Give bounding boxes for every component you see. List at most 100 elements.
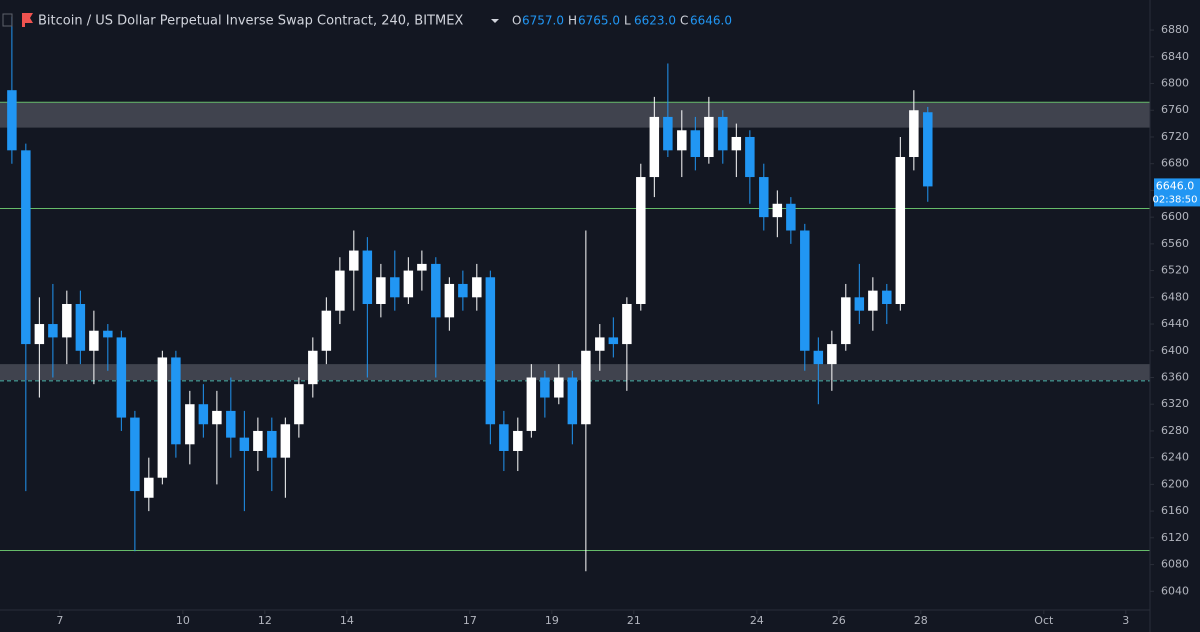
x-tick-label: 26 xyxy=(832,614,846,627)
candle-body xyxy=(390,277,400,298)
y-tick-label: 6240 xyxy=(1161,451,1189,464)
candle-body xyxy=(34,324,45,345)
candle-body xyxy=(731,136,742,151)
zone xyxy=(0,364,1150,381)
x-tick-label: 19 xyxy=(545,614,559,627)
y-tick-label: 6160 xyxy=(1161,504,1189,517)
candle-body xyxy=(554,377,564,398)
candle-body xyxy=(895,157,906,304)
candle-body xyxy=(854,297,865,311)
candle-body xyxy=(212,410,222,425)
ohlc-value: 6646.0 xyxy=(690,14,732,28)
y-tick-label: 6200 xyxy=(1161,477,1189,490)
ohlc-label: C xyxy=(680,14,688,28)
y-tick-label: 6400 xyxy=(1161,344,1189,357)
y-tick-label: 6320 xyxy=(1161,397,1189,410)
candle-body xyxy=(48,324,58,338)
candle-body xyxy=(157,357,168,478)
candle-body xyxy=(444,283,455,318)
candle-body xyxy=(718,116,728,151)
candle-body xyxy=(294,384,304,425)
candles xyxy=(7,16,933,572)
candle-body xyxy=(376,277,386,304)
time-axis: 7 10 12 14 17 19 21 24 26 28 Oct 3 xyxy=(56,610,1129,627)
candle-body xyxy=(458,283,468,298)
candle-body xyxy=(116,337,127,418)
countdown-label: 02:38:50 xyxy=(1153,194,1198,205)
last-price-label: 6646.0 xyxy=(1156,179,1195,192)
candle-body xyxy=(253,430,263,451)
y-tick-label: 6360 xyxy=(1161,370,1189,383)
y-tick-label: 6120 xyxy=(1161,531,1189,544)
x-tick-label: 10 xyxy=(176,614,190,627)
candle-body xyxy=(239,437,250,451)
candle-body xyxy=(321,310,332,351)
candle-body xyxy=(308,350,318,385)
flag-icon xyxy=(25,13,33,23)
candle-body xyxy=(567,377,578,425)
candle-body xyxy=(526,377,537,431)
candle-body xyxy=(103,330,113,338)
candle-body xyxy=(663,116,673,151)
y-tick-label: 6720 xyxy=(1161,130,1189,143)
y-tick-label: 6480 xyxy=(1161,290,1189,303)
candle-body xyxy=(540,377,550,398)
candle-body xyxy=(431,263,441,318)
dropdown-arrow[interactable] xyxy=(491,19,499,23)
candle-body xyxy=(349,250,359,271)
candle-body xyxy=(62,303,72,338)
candle-body xyxy=(403,270,414,298)
x-tick-label: Oct xyxy=(1034,614,1054,627)
ohlc-label: L xyxy=(624,14,631,28)
candle-body xyxy=(75,303,86,351)
y-tick-label: 6600 xyxy=(1161,210,1189,223)
candle-body xyxy=(786,203,796,231)
candle-body xyxy=(841,297,851,345)
candle-body xyxy=(185,404,195,445)
ohlc-value: 6757.0 xyxy=(522,14,564,28)
candle-body xyxy=(704,116,714,158)
candle-body xyxy=(813,350,824,365)
candle-body xyxy=(335,270,345,311)
candle-body xyxy=(226,410,236,438)
candle-body xyxy=(513,430,523,451)
flag-pole xyxy=(22,13,25,27)
candle-body xyxy=(909,110,919,158)
candle-body xyxy=(144,477,154,498)
candle-body xyxy=(772,203,783,218)
candle-body xyxy=(649,116,660,178)
candle-body xyxy=(499,424,509,451)
candle-body xyxy=(280,424,291,458)
y-tick-label: 6760 xyxy=(1161,103,1189,116)
y-tick-label: 6280 xyxy=(1161,424,1189,437)
candle-body xyxy=(690,130,701,158)
candle-body xyxy=(677,130,687,151)
candle-body xyxy=(485,277,496,425)
x-tick-label: 14 xyxy=(340,614,354,627)
symbol-title[interactable]: Bitcoin / US Dollar Perpetual Inverse Sw… xyxy=(38,14,463,29)
x-tick-label: 7 xyxy=(56,614,63,627)
ohlc-value: 6623.0 xyxy=(634,14,676,28)
candle-body xyxy=(581,350,591,425)
candle-body xyxy=(800,230,810,351)
y-tick-label: 6560 xyxy=(1161,237,1189,250)
ohlc-label: O xyxy=(512,14,521,28)
y-tick-label: 6440 xyxy=(1161,317,1189,330)
menu-icon[interactable] xyxy=(2,13,13,27)
y-tick-label: 6800 xyxy=(1161,77,1189,90)
last-price-box xyxy=(1154,178,1200,207)
candle-body xyxy=(417,263,427,271)
price-axis: 6040 6080 6120 6160 6200 6240 6280 6320 6360 6400… xyxy=(1150,23,1200,597)
candle-body xyxy=(923,112,933,187)
y-tick-label: 6680 xyxy=(1161,157,1189,170)
candle-body xyxy=(636,177,646,304)
candle-body xyxy=(171,357,181,445)
x-tick-label: 21 xyxy=(627,614,641,627)
ohlc-value: 6765.0 xyxy=(578,14,620,28)
candle-body xyxy=(7,90,17,151)
candle-body xyxy=(267,430,277,458)
candle-body xyxy=(595,337,605,351)
candle-body xyxy=(362,250,373,304)
